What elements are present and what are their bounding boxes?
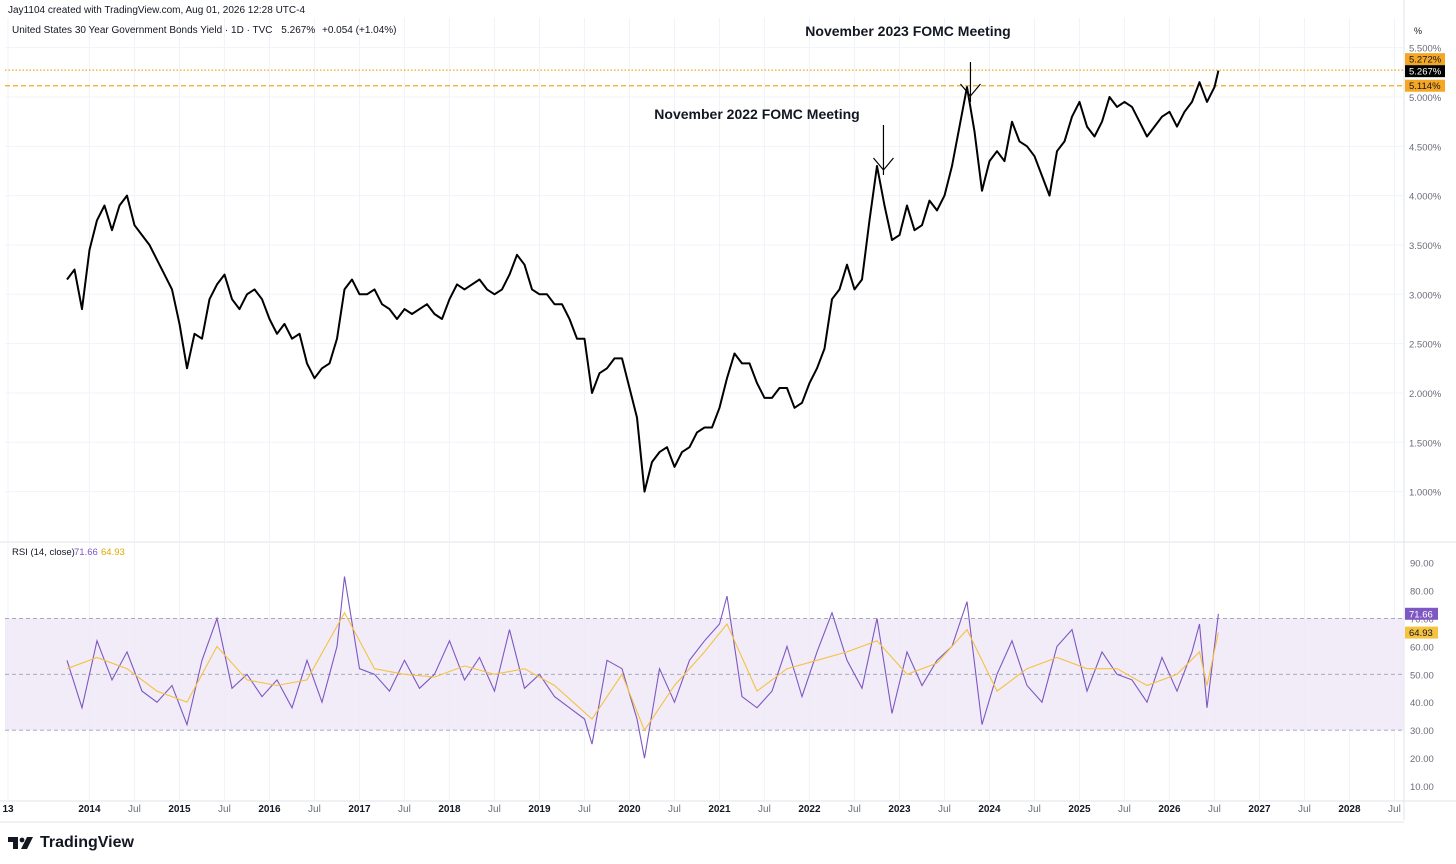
y-tick-label: 4.000% <box>1409 192 1442 203</box>
x-tick-label: 2022 <box>798 804 821 815</box>
level-5114-badge: 5.114% <box>1409 81 1441 92</box>
rsi-line <box>66 576 1219 759</box>
x-tick-label: 2026 <box>1158 804 1181 815</box>
credit-line: Jay1104 created with TradingView.com, Au… <box>8 5 305 16</box>
y-tick-label: 2.500% <box>1409 340 1442 351</box>
rsi-y-tick-label: 80.00 <box>1410 586 1434 597</box>
x-tick-label: 2027 <box>1248 804 1271 815</box>
x-tick-label: Jul <box>578 804 591 815</box>
x-tick-label: 2021 <box>708 804 731 815</box>
x-tick-label: 2015 <box>168 804 191 815</box>
y-tick-label: 1.500% <box>1409 438 1442 449</box>
level-5272-badge-bg <box>1405 53 1445 66</box>
x-tick-label: Jul <box>1208 804 1221 815</box>
x-tick-label: Jul <box>668 804 681 815</box>
rsi-y-tick-label: 90.00 <box>1410 559 1434 570</box>
level-5272-badge: 5.272% <box>1409 55 1442 66</box>
rsi-badge: 71.66 <box>1409 609 1433 620</box>
rsi-y-tick-label: 40.00 <box>1410 698 1434 709</box>
last-price-badge: 5.267% <box>1409 67 1442 78</box>
symbol-legend[interactable]: United States 30 Year Government Bonds Y… <box>12 25 397 36</box>
rsi-y-tick-label: 70.00 <box>1410 614 1434 625</box>
x-tick-label: Jul <box>848 804 861 815</box>
rsi-badge-bg <box>1405 607 1438 620</box>
x-tick-label: 2016 <box>258 804 281 815</box>
x-tick-label: 2019 <box>528 804 551 815</box>
rsi-y-tick-label: 50.00 <box>1410 670 1434 681</box>
x-tick-label: Jul <box>218 804 231 815</box>
y-tick-label: 1.000% <box>1409 488 1442 499</box>
arrow-nov-2022-head <box>872 157 894 171</box>
rsi-y-tick-label: 60.00 <box>1410 642 1434 653</box>
last-value: 5.267% <box>281 25 316 36</box>
x-tick-label: 2023 <box>888 804 911 815</box>
annotation-nov-2023: November 2023 FOMC Meeting <box>805 23 1010 39</box>
arrow-nov-2023-head <box>959 83 981 97</box>
x-tick-label: Jul <box>758 804 771 815</box>
level-5114-badge-bg <box>1405 79 1445 92</box>
credit-text: Jay1104 created with TradingView.com, Au… <box>8 5 306 16</box>
rsi-legend-value: 71.66 <box>74 547 98 558</box>
x-tick-label: Jul <box>1028 804 1041 815</box>
y-tick-label: 3.000% <box>1409 290 1442 301</box>
rsi-y-tick-label: 10.00 <box>1410 782 1434 793</box>
symbol-name: United States 30 Year Government Bonds Y… <box>12 25 273 36</box>
y-tick-label: 5.500% <box>1409 44 1442 55</box>
annotation-nov-2022: November 2022 FOMC Meeting <box>654 106 859 122</box>
rsi-legend-title: RSI (14, close) <box>12 547 75 558</box>
rsi-band <box>5 618 1404 731</box>
x-tick-label: 2025 <box>1068 804 1091 815</box>
yield-series-line <box>66 70 1220 493</box>
rsi-ma-badge-bg <box>1405 626 1438 639</box>
x-tick-label: Jul <box>488 804 501 815</box>
rsi-y-tick-label: 30.00 <box>1410 726 1434 737</box>
rsi-legend-ma-value: 64.93 <box>101 547 125 558</box>
x-tick-label: Jul <box>1388 804 1401 815</box>
rsi-y-tick-label: 20.00 <box>1410 754 1434 765</box>
rsi-ma-badge: 64.93 <box>1409 628 1433 639</box>
tradingview-brand[interactable]: TradingView <box>8 834 134 852</box>
x-tick-label: 13 <box>2 804 14 815</box>
x-tick-label: Jul <box>398 804 411 815</box>
tradingview-logo-icon <box>8 835 34 851</box>
y-tick-label: 3.500% <box>1409 241 1442 252</box>
x-tick-label: Jul <box>128 804 141 815</box>
x-tick-label: 2014 <box>78 804 101 815</box>
x-tick-label: 2018 <box>438 804 461 815</box>
y-tick-label: 2.000% <box>1409 389 1442 400</box>
x-tick-label: Jul <box>1118 804 1131 815</box>
change-value: +0.054 (+1.04%) <box>322 25 397 36</box>
x-tick-label: Jul <box>938 804 951 815</box>
brand-name: TradingView <box>40 834 134 851</box>
x-tick-label: 2017 <box>348 804 371 815</box>
x-tick-label: Jul <box>1298 804 1311 815</box>
y-tick-label: 5.000% <box>1409 93 1442 104</box>
rsi-ma-line <box>66 611 1219 732</box>
y-tick-label: 4.500% <box>1409 142 1442 153</box>
x-tick-label: 2028 <box>1338 804 1361 815</box>
last-price-badge-bg <box>1405 65 1445 78</box>
x-tick-label: 2020 <box>618 804 641 815</box>
x-tick-label: Jul <box>308 804 321 815</box>
x-tick-label: 2024 <box>978 804 1001 815</box>
unit-label: % <box>1414 26 1422 36</box>
